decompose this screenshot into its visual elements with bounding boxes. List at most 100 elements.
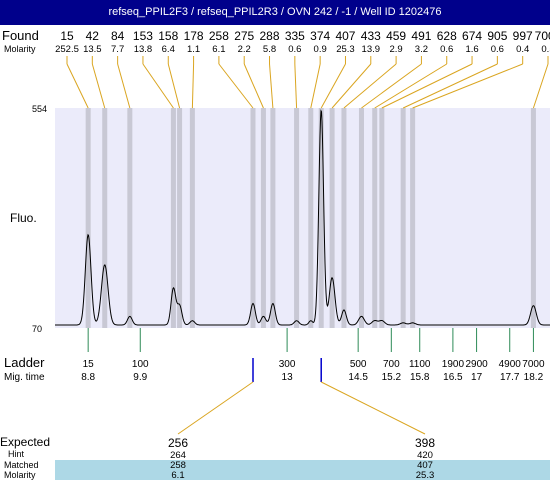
found-connector xyxy=(361,63,422,109)
peak-band xyxy=(189,108,195,328)
found-connector xyxy=(91,63,106,109)
peak-band xyxy=(358,108,364,328)
found-size-label: 905 xyxy=(487,29,507,43)
peak-band xyxy=(294,108,300,328)
found-connector xyxy=(191,63,195,109)
found-molarity-label: 0.6 xyxy=(440,44,453,55)
matched-label: Matched xyxy=(4,460,39,470)
expected-hint-label: 264 xyxy=(170,450,186,461)
found-molarity-label: 0.5 xyxy=(541,44,550,55)
found-size-label: 15 xyxy=(60,29,74,43)
ladder-mig-time-label: 14.5 xyxy=(348,372,368,383)
found-connector xyxy=(269,63,274,109)
found-molarity-label: 7.7 xyxy=(111,44,124,55)
found-connector xyxy=(343,63,397,109)
found-molarity-label: 13.5 xyxy=(83,44,102,55)
ladder-label: Ladder xyxy=(4,355,45,370)
expected-connector xyxy=(177,381,254,435)
molarity-label: Molarity xyxy=(4,44,36,54)
ladder-mig-time-label: 13 xyxy=(282,372,294,383)
found-size-label: 997 xyxy=(513,29,533,43)
peak-band xyxy=(329,108,335,328)
hint-label: Hint xyxy=(8,449,25,459)
found-molarity-label: 0.6 xyxy=(288,44,301,55)
ladder-size-label: 500 xyxy=(350,359,367,370)
found-label: Found xyxy=(2,28,39,43)
found-connector xyxy=(402,63,498,109)
found-size-label: 258 xyxy=(209,29,229,43)
peak-band xyxy=(372,108,378,328)
peak-band xyxy=(308,108,314,328)
found-size-label: 407 xyxy=(335,29,355,43)
found-connector xyxy=(331,63,372,109)
ladder-size-label: 15 xyxy=(83,359,95,370)
ladder-mig-time-label: 15.2 xyxy=(382,372,402,383)
found-connector xyxy=(381,63,473,109)
found-size-label: 275 xyxy=(234,29,254,43)
found-connector xyxy=(532,63,549,109)
trace-line xyxy=(55,109,550,326)
expected-molarity-value: 6.1 xyxy=(171,470,184,480)
found-size-label: 84 xyxy=(111,29,125,43)
found-molarity-label: 25.3 xyxy=(336,44,355,55)
found-connector xyxy=(218,63,254,109)
ladder-size-label: 300 xyxy=(279,359,296,370)
found-molarity-label: 0.4 xyxy=(516,44,529,55)
peak-band xyxy=(85,108,91,328)
ladder-mig-time-label: 15.8 xyxy=(410,372,430,383)
ladder-mig-time-label: 18.2 xyxy=(524,372,544,383)
ladder-mig-time-label: 17.7 xyxy=(500,372,520,383)
found-molarity-label: 5.8 xyxy=(263,44,276,55)
ladder-size-label: 100 xyxy=(132,359,149,370)
ladder-size-label: 1900 xyxy=(442,359,465,370)
found-size-label: 433 xyxy=(361,29,381,43)
peak-band xyxy=(250,108,256,328)
expected-size-label: 256 xyxy=(168,436,188,450)
found-size-label: 7000 xyxy=(535,29,550,43)
found-connector xyxy=(374,63,447,109)
found-connector xyxy=(320,63,346,109)
ladder-size-label: 4900 xyxy=(499,359,522,370)
ladder-mig-time-label: 16.5 xyxy=(443,372,463,383)
found-molarity-label: 0.6 xyxy=(491,44,504,55)
expected-label: Expected xyxy=(0,435,50,449)
found-connector xyxy=(66,63,89,109)
peak-band xyxy=(270,108,276,328)
ladder-mig-time-label: 17 xyxy=(471,372,483,383)
found-size-label: 491 xyxy=(411,29,431,43)
fluo-axis-label: Fluo. xyxy=(10,211,37,225)
ladder-size-label: 7000 xyxy=(522,359,545,370)
expected-size-label: 398 xyxy=(415,436,435,450)
peak-band xyxy=(127,108,133,328)
found-molarity-label: 252.5 xyxy=(55,44,79,55)
mig-time-label: Mig. time xyxy=(4,372,45,383)
expected-connector xyxy=(320,381,426,435)
expected-hint-label: 420 xyxy=(417,450,433,461)
found-molarity-label: 2.9 xyxy=(389,44,402,55)
found-size-label: 178 xyxy=(184,29,204,43)
expected-molarity-label: Molarity xyxy=(4,470,36,480)
found-molarity-label: 6.4 xyxy=(162,44,175,55)
ladder-size-label: 2900 xyxy=(465,359,488,370)
ladder-size-label: 700 xyxy=(383,359,400,370)
expected-molarity-value: 25.3 xyxy=(416,470,435,480)
found-molarity-label: 0.9 xyxy=(314,44,327,55)
peak-band xyxy=(400,108,406,328)
found-molarity-label: 3.2 xyxy=(415,44,428,55)
found-size-label: 42 xyxy=(86,29,100,43)
y-tick-label: 70 xyxy=(32,324,42,334)
found-connector xyxy=(294,63,298,109)
found-connector xyxy=(412,63,523,109)
found-connector xyxy=(310,63,321,109)
found-size-label: 374 xyxy=(310,29,330,43)
ladder-size-label: 1100 xyxy=(409,359,431,370)
expected-matched-label: 407 xyxy=(417,460,433,471)
found-connector xyxy=(167,63,181,109)
plot-area xyxy=(55,108,550,328)
peak-band xyxy=(102,108,108,328)
found-molarity-label: 13.8 xyxy=(134,44,153,55)
found-connector xyxy=(117,63,131,109)
found-molarity-label: 6.1 xyxy=(212,44,225,55)
ladder-mig-time-label: 8.8 xyxy=(81,372,95,383)
ladder-mig-time-label: 9.9 xyxy=(133,372,147,383)
